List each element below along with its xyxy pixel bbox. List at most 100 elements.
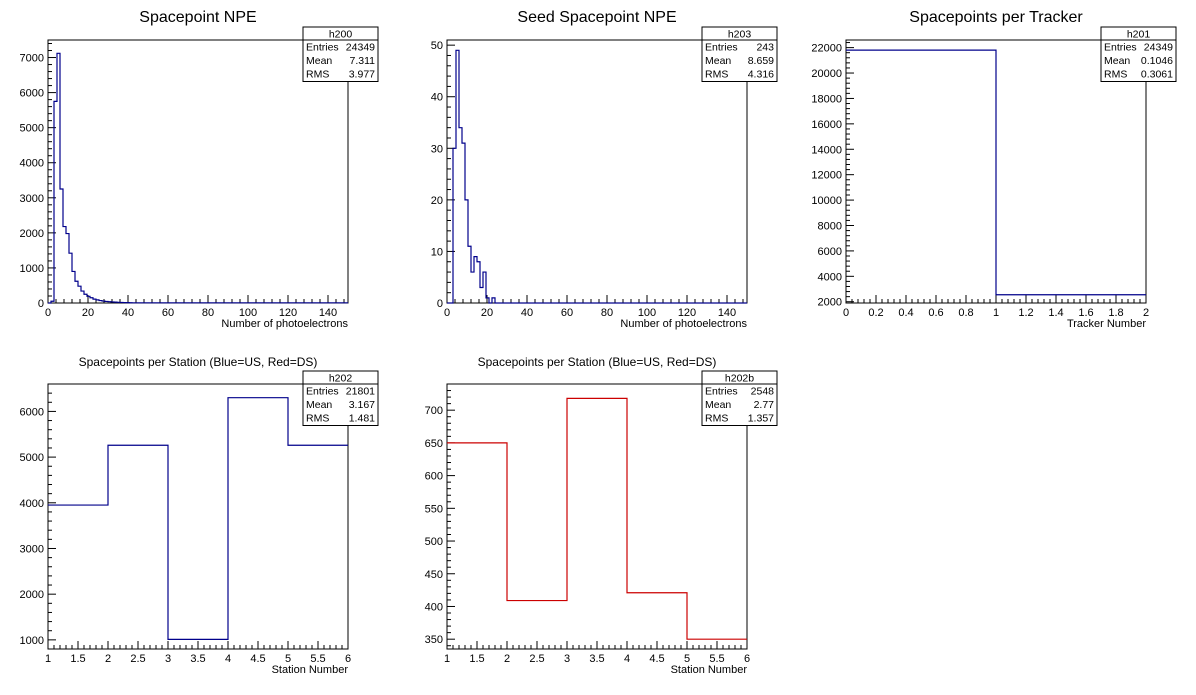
x-tick-label: 3.5 [589,653,604,665]
stats-label: Mean [306,55,332,67]
y-tick-label: 6000 [20,406,44,418]
stats-value: 1.481 [349,413,375,425]
x-axis-label: Station Number [272,664,349,676]
y-tick-label: 5000 [20,123,44,135]
x-tick-label: 140 [319,307,337,319]
x-tick-label: 0 [45,307,51,319]
y-tick-label: 1000 [20,635,44,647]
y-tick-label: 22000 [811,43,842,55]
x-tick-label: 1 [444,653,450,665]
y-tick-label: 400 [425,601,443,613]
y-tick-label: 30 [431,143,443,155]
x-tick-label: 80 [601,307,613,319]
histogram-line [48,397,348,641]
stats-value: 2548 [751,386,775,398]
stats-name: h203 [728,29,752,41]
x-axis-label: Station Number [671,664,748,676]
stats-label: RMS [306,413,329,425]
chart-title: Spacepoints per Station (Blue=US, Red=DS… [79,355,318,369]
x-tick-label: 1 [993,307,999,319]
y-tick-label: 6000 [20,88,44,100]
x-tick-label: 0.6 [928,307,943,319]
histogram-panel-3: Spacepoints per Station (Blue=US, Red=DS… [20,355,379,676]
x-tick-label: 140 [718,307,736,319]
stats-value: 243 [756,42,774,54]
x-tick-label: 100 [239,307,257,319]
stats-label: RMS [306,69,329,81]
y-tick-label: 40 [431,92,443,104]
stats-label: Mean [306,399,332,411]
y-tick-label: 450 [425,569,443,581]
x-tick-label: 2 [105,653,111,665]
y-tick-label: 3000 [20,193,44,205]
x-tick-label: 4.5 [250,653,265,665]
stats-label: Entries [705,386,738,398]
x-tick-label: 3 [564,653,570,665]
y-tick-label: 50 [431,40,443,52]
y-tick-label: 0 [437,298,443,310]
chart-title: Spacepoints per Tracker [909,9,1083,26]
x-tick-label: 4 [624,653,630,665]
x-tick-label: 20 [481,307,493,319]
stats-label: RMS [705,69,728,81]
stats-name: h201 [1127,29,1151,41]
x-tick-label: 1 [45,653,51,665]
y-tick-label: 20000 [811,68,842,80]
stats-value: 24349 [346,42,375,54]
y-tick-label: 650 [425,438,443,450]
x-axis-label: Number of photoelectrons [620,318,747,330]
x-tick-label: 5 [684,653,690,665]
y-tick-label: 6000 [818,246,842,258]
y-tick-label: 8000 [818,220,842,232]
chart-title: Seed Spacepoint NPE [517,9,676,26]
y-tick-label: 18000 [811,93,842,105]
x-tick-label: 120 [279,307,297,319]
stats-value: 24349 [1144,42,1173,54]
stats-value: 0.1046 [1141,55,1173,67]
stats-label: RMS [705,413,728,425]
x-tick-label: 6 [345,653,351,665]
x-tick-label: 2.5 [130,653,145,665]
y-tick-label: 2000 [20,589,44,601]
x-tick-label: 80 [202,307,214,319]
y-tick-label: 4000 [818,271,842,283]
x-tick-label: 0.8 [958,307,973,319]
x-tick-label: 1.2 [1018,307,1033,319]
y-tick-label: 2000 [20,228,44,240]
histogram-line [447,49,747,304]
x-tick-label: 40 [521,307,533,319]
histogram-line [447,397,747,640]
x-tick-label: 0.4 [898,307,913,319]
stats-label: Entries [705,42,738,54]
stats-value: 3.167 [349,399,375,411]
x-tick-label: 0 [843,307,849,319]
stats-name: h200 [329,29,353,41]
y-tick-label: 16000 [811,119,842,131]
stats-label: Mean [705,399,731,411]
histogram-panel-2: Spacepoints per Tracker 0 0.2 0.4 0.6 0.8 1 1.2… [811,9,1177,330]
histogram-line [846,49,1146,296]
x-tick-label: 5.5 [310,653,325,665]
stats-name: h202 [329,373,353,385]
y-tick-label: 0 [38,298,44,310]
histogram-panel-1: Seed Spacepoint NPE 0 20 40 60 80 100 120 140 0 10… [431,9,778,330]
x-tick-label: 0.2 [868,307,883,319]
x-tick-label: 5.5 [709,653,724,665]
x-axis-label: Number of photoelectrons [221,318,348,330]
y-tick-label: 3000 [20,543,44,555]
x-tick-label: 4 [225,653,231,665]
x-tick-label: 3 [165,653,171,665]
stats-name: h202b [725,373,754,385]
x-tick-label: 1.8 [1108,307,1123,319]
x-tick-label: 4.5 [649,653,664,665]
x-tick-label: 5 [285,653,291,665]
y-tick-label: 12000 [811,170,842,182]
y-tick-label: 20 [431,195,443,207]
stats-value: 1.357 [748,413,774,425]
stats-value: 4.316 [748,69,774,81]
